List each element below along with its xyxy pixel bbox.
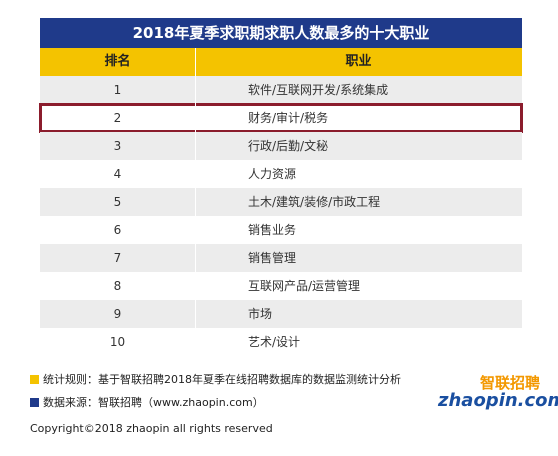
table-row: 6 销售业务 bbox=[40, 216, 522, 244]
table-row: 8 互联网产品/运营管理 bbox=[40, 272, 522, 300]
rank-cell: 5 bbox=[113, 195, 122, 209]
rank-cell: 10 bbox=[109, 335, 126, 349]
table-row: 1 软件/互联网开发/系统集成 bbox=[40, 76, 522, 104]
table-row: 4 人力资源 bbox=[40, 160, 522, 188]
table-row: 5 土木/建筑/装修/市政工程 bbox=[40, 188, 522, 216]
logo-domain: zhaopin.com bbox=[438, 390, 558, 411]
table-row: 2 财务/审计/税务 bbox=[39, 103, 523, 133]
table-header: 排名 职业 bbox=[40, 48, 522, 76]
divider bbox=[195, 48, 196, 76]
rank-cell: 8 bbox=[113, 279, 122, 293]
legend-square bbox=[30, 375, 39, 384]
job-cell: 土木/建筑/装修/市政工程 bbox=[248, 195, 381, 209]
job-cell: 销售业务 bbox=[248, 223, 297, 237]
copyright: Copyright©2018 zhaopin all rights reserv… bbox=[30, 422, 273, 435]
legend-square bbox=[30, 398, 39, 407]
column-header: 职业 bbox=[345, 54, 372, 69]
rank-cell: 1 bbox=[113, 83, 122, 97]
job-cell: 行政/后勤/文秘 bbox=[248, 139, 329, 153]
note-text: 统计规则：基于智联招聘2018年夏季在线招聘数据库的数据监测统计分析 bbox=[43, 373, 401, 386]
job-cell: 艺术/设计 bbox=[248, 335, 301, 349]
rank-cell: 9 bbox=[113, 307, 122, 321]
job-cell: 软件/互联网开发/系统集成 bbox=[248, 83, 389, 97]
column-header: 排名 bbox=[104, 54, 131, 69]
note: 数据来源：智联招聘（www.zhaopin.com） bbox=[30, 395, 264, 411]
table-row: 3 行政/后勤/文秘 bbox=[40, 132, 522, 160]
rank-cell: 2 bbox=[113, 111, 122, 125]
rank-cell: 4 bbox=[113, 167, 122, 181]
job-cell: 市场 bbox=[248, 307, 273, 321]
job-cell: 财务/审计/税务 bbox=[248, 111, 329, 125]
rank-cell: 7 bbox=[113, 251, 122, 265]
job-cell: 人力资源 bbox=[248, 167, 297, 181]
table-row: 9 市场 bbox=[40, 300, 522, 328]
divider bbox=[195, 76, 196, 356]
table-row: 7 销售管理 bbox=[40, 244, 522, 272]
logo-name: 智联招聘 bbox=[480, 374, 541, 392]
job-cell: 互联网产品/运营管理 bbox=[248, 279, 361, 293]
job-cell: 销售管理 bbox=[248, 251, 297, 265]
table-body: 1 软件/互联网开发/系统集成 2 财务/审计/税务 3 行政/后勤/文秘 4 人力资源 5 土木… bbox=[39, 76, 523, 356]
note: 统计规则：基于智联招聘2018年夏季在线招聘数据库的数据监测统计分析 bbox=[30, 372, 401, 388]
table-title: 2018年夏季求职期求职人数最多的十大职业 bbox=[40, 18, 522, 48]
rank-cell: 6 bbox=[113, 223, 122, 237]
note-text: 数据来源：智联招聘（www.zhaopin.com） bbox=[43, 396, 264, 409]
table-row: 10 艺术/设计 bbox=[40, 328, 522, 356]
rank-cell: 3 bbox=[113, 139, 122, 153]
